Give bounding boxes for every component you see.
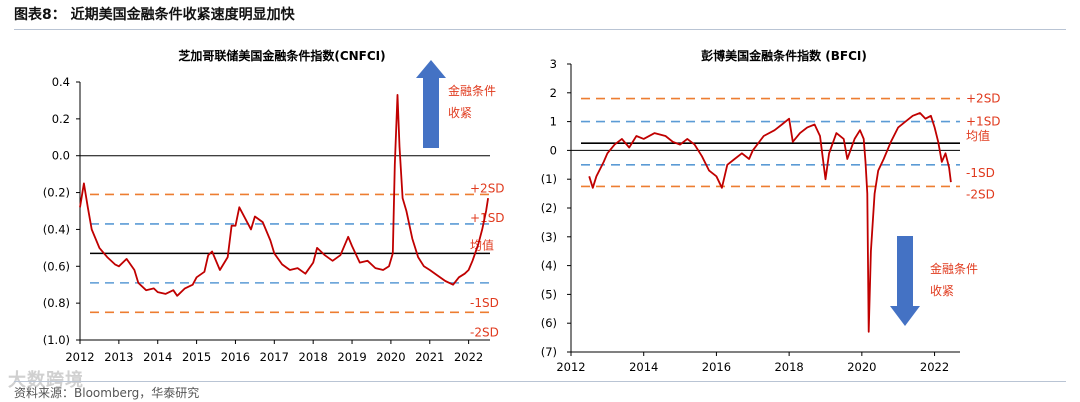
ref-label: -1SD bbox=[966, 166, 995, 180]
x-tick-label: 2017 bbox=[260, 350, 289, 364]
y-tick-label: 0.0 bbox=[52, 149, 70, 163]
annotation-text: 金融条件 bbox=[930, 261, 978, 276]
x-tick-label: 2013 bbox=[104, 350, 133, 364]
series-line bbox=[79, 94, 489, 297]
tightening-arrow bbox=[416, 60, 446, 148]
y-tick-label: (1.0) bbox=[43, 333, 70, 347]
x-tick-label: 2018 bbox=[774, 360, 803, 374]
ref-label: +1SD bbox=[966, 115, 1001, 129]
watermark: 大数跨境 bbox=[8, 370, 84, 391]
x-tick-label: 2022 bbox=[454, 350, 483, 364]
ref-label: +2SD bbox=[966, 92, 1001, 106]
y-tick-label: (7) bbox=[541, 345, 557, 359]
tightening-arrow bbox=[890, 236, 920, 326]
y-tick-label: (6) bbox=[541, 316, 557, 330]
y-tick-label: (1) bbox=[541, 172, 557, 186]
chart-2: 彭博美国金融条件指数 (BFCI) 3 2 1 0 (1) (2) (3) (4) (5) (6) (… bbox=[541, 48, 1001, 374]
ref-label: +2SD bbox=[470, 181, 505, 195]
ref-label: 均值 bbox=[470, 237, 494, 252]
x-tick-label: 2014 bbox=[143, 350, 172, 364]
y-tick-label: (5) bbox=[541, 287, 557, 301]
x-tick-label: 2016 bbox=[221, 350, 250, 364]
x-tick-label: 2014 bbox=[629, 360, 658, 374]
ref-label: -2SD bbox=[966, 187, 995, 201]
ref-label: +1SD bbox=[470, 211, 505, 225]
x-tick-label: 2019 bbox=[337, 350, 366, 364]
y-tick-label: (0.2) bbox=[43, 186, 70, 200]
y-tick-label: (3) bbox=[541, 230, 557, 244]
x-tick-label: 2015 bbox=[182, 350, 211, 364]
y-tick-label: (4) bbox=[541, 259, 557, 273]
chart-1: 芝加哥联储美国金融条件指数(CNFCI) 0.4 0.2 0.0 (0.2) (0.4) (… bbox=[43, 48, 505, 364]
y-tick-label: (0.6) bbox=[43, 259, 70, 273]
y-tick-label: 0.4 bbox=[52, 75, 70, 89]
source-note: 资料来源：Bloomberg，华泰研究 bbox=[14, 386, 200, 400]
x-tick-label: 2016 bbox=[702, 360, 731, 374]
series-line bbox=[588, 112, 952, 333]
ref-label: 均值 bbox=[966, 128, 990, 143]
annotation-text: 金融条件 bbox=[448, 83, 496, 98]
x-tick-label: 2012 bbox=[65, 350, 94, 364]
top-rule bbox=[14, 29, 1066, 30]
chart-title: 芝加哥联储美国金融条件指数(CNFCI) bbox=[178, 48, 385, 63]
x-tick-label: 2021 bbox=[415, 350, 444, 364]
y-tick-label: (2) bbox=[541, 201, 557, 215]
y-tick-label: (0.8) bbox=[43, 296, 70, 310]
y-tick-label: (0.4) bbox=[43, 222, 70, 236]
x-tick-label: 2020 bbox=[847, 360, 876, 374]
x-tick-label: 2020 bbox=[376, 350, 405, 364]
y-tick-label: 1 bbox=[550, 115, 557, 129]
ref-label: -2SD bbox=[470, 325, 499, 339]
y-tick-label: 3 bbox=[550, 57, 557, 71]
chart-title: 彭博美国金融条件指数 (BFCI) bbox=[701, 48, 867, 63]
bottom-rule bbox=[14, 381, 1066, 382]
y-tick-label: 0.2 bbox=[52, 112, 70, 126]
figure-title: 图表8： 近期美国金融条件收紧速度明显加快 bbox=[14, 7, 295, 23]
ref-label: -1SD bbox=[470, 296, 499, 310]
x-tick-label: 2018 bbox=[299, 350, 328, 364]
annotation-text: 收紧 bbox=[930, 284, 954, 298]
x-tick-label: 2012 bbox=[556, 360, 585, 374]
annotation-text: 收紧 bbox=[448, 106, 472, 120]
y-tick-label: 0 bbox=[550, 143, 557, 157]
x-tick-label: 2022 bbox=[920, 360, 949, 374]
y-tick-label: 2 bbox=[550, 86, 557, 100]
